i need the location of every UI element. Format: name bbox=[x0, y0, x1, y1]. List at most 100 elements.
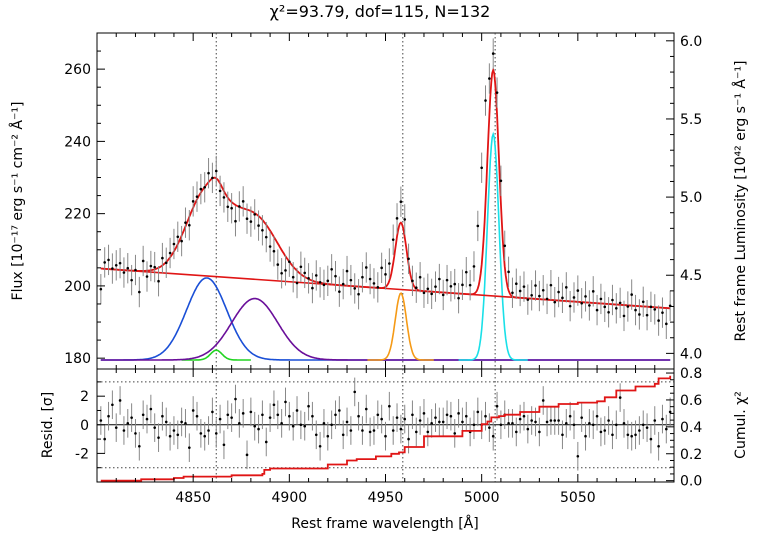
data-point bbox=[484, 85, 487, 116]
residual-marker bbox=[176, 433, 180, 437]
residual-marker bbox=[649, 437, 653, 441]
data-point bbox=[330, 254, 333, 285]
data-point bbox=[514, 268, 518, 299]
residual-marker bbox=[199, 432, 203, 435]
residual-point bbox=[641, 410, 645, 440]
residual-point bbox=[626, 420, 630, 450]
data-marker bbox=[526, 298, 530, 301]
residual-marker bbox=[511, 422, 514, 425]
residual-point bbox=[445, 400, 449, 430]
data-point bbox=[345, 255, 349, 287]
residual-marker bbox=[249, 410, 253, 414]
data-marker bbox=[188, 223, 191, 227]
data-point bbox=[376, 272, 380, 303]
data-marker bbox=[576, 289, 580, 292]
data-marker bbox=[349, 278, 353, 282]
residuals-axis-label: Resid. [σ] bbox=[40, 392, 56, 458]
data-point bbox=[368, 263, 372, 295]
data-point bbox=[364, 252, 368, 283]
y2-tick-label: 0.4 bbox=[680, 420, 702, 436]
data-marker bbox=[341, 282, 345, 286]
data-point bbox=[480, 152, 483, 183]
data-point bbox=[380, 252, 383, 284]
residual-point bbox=[399, 414, 403, 444]
x-tick-label: 4850 bbox=[175, 490, 211, 506]
residual-marker bbox=[276, 413, 280, 417]
residual-point bbox=[522, 401, 526, 431]
residual-point bbox=[468, 417, 472, 447]
residual-marker bbox=[645, 426, 649, 429]
y2-tick-label: 4.5 bbox=[680, 268, 702, 284]
data-point bbox=[303, 257, 307, 289]
residual-point bbox=[157, 423, 160, 452]
y-tick-label: 2 bbox=[80, 389, 89, 405]
data-marker bbox=[199, 187, 203, 191]
data-marker bbox=[245, 217, 249, 221]
residual-point bbox=[584, 421, 587, 451]
residual-point bbox=[576, 441, 580, 471]
data-marker bbox=[288, 260, 291, 263]
residual-point bbox=[207, 416, 210, 445]
data-marker bbox=[595, 308, 599, 312]
data-point bbox=[607, 297, 610, 328]
data-marker bbox=[503, 244, 507, 248]
residual-marker bbox=[161, 414, 164, 418]
residual-point bbox=[653, 406, 657, 435]
data-marker bbox=[499, 179, 503, 183]
data-marker bbox=[157, 279, 160, 283]
residual-marker bbox=[303, 424, 307, 428]
data-point bbox=[549, 270, 553, 301]
data-point bbox=[122, 257, 126, 288]
data-marker bbox=[634, 308, 637, 312]
residual-point bbox=[149, 394, 153, 424]
residual-marker bbox=[626, 433, 630, 437]
data-point bbox=[261, 215, 264, 246]
residual-marker bbox=[588, 422, 591, 425]
residual-point bbox=[191, 396, 195, 425]
residual-marker bbox=[526, 427, 530, 431]
data-marker bbox=[230, 206, 233, 210]
residual-marker bbox=[561, 433, 564, 437]
residual-marker bbox=[280, 422, 283, 425]
data-point bbox=[572, 282, 576, 313]
residual-point bbox=[391, 416, 395, 445]
residual-marker bbox=[311, 414, 314, 418]
data-point bbox=[211, 162, 214, 194]
data-point bbox=[311, 272, 314, 304]
residual-point bbox=[476, 397, 480, 427]
data-marker bbox=[268, 245, 272, 248]
residual-marker bbox=[553, 419, 557, 422]
residual-point bbox=[638, 416, 641, 445]
data-marker bbox=[311, 286, 314, 290]
residual-marker bbox=[180, 420, 183, 424]
data-marker bbox=[368, 277, 372, 281]
data-marker bbox=[391, 238, 395, 241]
data-point bbox=[180, 225, 183, 257]
residual-marker bbox=[295, 409, 299, 412]
residual-marker bbox=[580, 416, 583, 419]
data-point bbox=[626, 291, 630, 322]
residual-marker bbox=[326, 434, 330, 438]
residual-point bbox=[434, 403, 437, 432]
residual-marker bbox=[222, 443, 226, 447]
residual-point bbox=[288, 401, 291, 431]
residual-marker bbox=[307, 404, 310, 408]
residual-point bbox=[330, 410, 333, 440]
residual-point bbox=[645, 413, 649, 442]
data-point bbox=[295, 267, 299, 299]
data-point bbox=[511, 277, 514, 308]
residual-marker bbox=[534, 420, 537, 424]
data-point bbox=[149, 250, 153, 282]
data-point bbox=[176, 221, 180, 252]
data-point bbox=[234, 206, 237, 237]
residual-point bbox=[411, 400, 414, 430]
data-point bbox=[545, 283, 549, 315]
residual-marker bbox=[661, 417, 664, 421]
residual-marker bbox=[411, 413, 414, 417]
residual-marker bbox=[157, 436, 160, 439]
residual-point bbox=[245, 440, 249, 470]
residual-marker bbox=[584, 434, 587, 438]
data-marker bbox=[299, 265, 303, 269]
residual-point bbox=[257, 414, 260, 444]
residual-point bbox=[488, 413, 491, 442]
